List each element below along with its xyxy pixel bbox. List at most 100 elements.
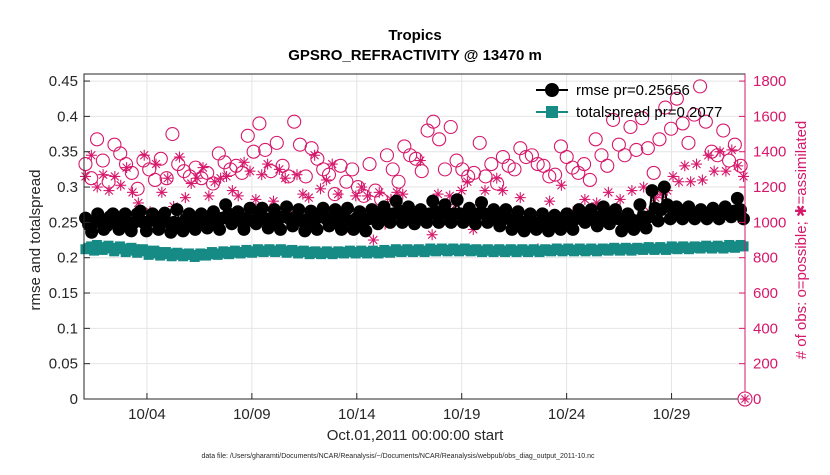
assimilated-obs-point	[238, 156, 250, 168]
y-axis-label-left: rmse and totalspread	[27, 170, 44, 311]
possible-obs-point	[130, 181, 145, 196]
assimilated-obs-point	[309, 149, 321, 161]
possible-obs-point	[553, 139, 568, 154]
possible-obs-point	[588, 132, 603, 147]
rmse-point	[213, 222, 227, 236]
corner-asterisk-marker	[740, 394, 750, 404]
assimilated-obs-point	[297, 188, 309, 200]
y-tick-label-right: 1400	[753, 144, 786, 161]
possible-obs-point	[200, 165, 215, 180]
assimilated-obs-point	[702, 149, 714, 161]
possible-obs-point	[536, 158, 551, 173]
series-totalspread	[80, 239, 749, 262]
possible-obs-point	[698, 114, 713, 129]
possible-obs-point	[287, 114, 302, 129]
y-tick-label-left: 0.15	[49, 285, 78, 302]
rmse-point	[730, 191, 744, 205]
assimilated-obs-point	[126, 186, 138, 198]
possible-obs-point	[669, 91, 684, 106]
possible-obs-point	[333, 158, 348, 173]
y-tick-label-left: 0.05	[49, 356, 78, 373]
possible-obs-point	[652, 132, 667, 147]
possible-obs-point	[646, 165, 661, 180]
assimilated-obs-point	[685, 176, 697, 188]
rmse-point	[334, 222, 348, 236]
y-tick-label-left: 0	[70, 391, 78, 408]
possible-obs-point	[165, 127, 180, 142]
series-rmse	[79, 180, 750, 239]
rmse-point	[267, 203, 281, 217]
y-tick-label-left: 0.4	[57, 108, 78, 125]
possible-obs-point	[437, 162, 452, 177]
y-tick-label-left: 0.45	[49, 73, 78, 90]
assimilated-obs-point	[726, 144, 738, 156]
possible-obs-point	[449, 153, 464, 168]
assimilated-obs-point	[614, 193, 626, 205]
legend-rmse-marker	[545, 83, 559, 97]
assimilated-obs-point	[103, 185, 115, 197]
y-tick-label-left: 0.35	[49, 144, 78, 161]
assimilated-obs-point	[150, 158, 162, 170]
chart-subtitle: GPSRO_REFRACTIVITY @ 13470 m	[288, 47, 542, 64]
series-possible	[78, 79, 748, 207]
possible-obs-point	[727, 137, 742, 152]
possible-obs-point	[95, 153, 110, 168]
y-tick-label-right: 1600	[753, 108, 786, 125]
rmse-point	[639, 221, 653, 235]
possible-obs-point	[675, 116, 690, 131]
possible-obs-point	[432, 132, 447, 147]
y-tick-label-left: 0.3	[57, 179, 78, 196]
assimilated-obs-point	[191, 172, 203, 184]
possible-obs-point	[298, 169, 313, 184]
assimilated-obs-point	[555, 179, 567, 191]
possible-obs-point	[582, 172, 597, 188]
possible-obs-point	[124, 165, 139, 180]
possible-obs-point	[629, 142, 644, 158]
ticks: 0 0.05 0.1 0.15 0.2 0.25 0.3 0.35 0.4 0.45 0 200 400…	[49, 73, 787, 423]
possible-obs-point	[414, 164, 429, 179]
possible-obs-point	[635, 111, 650, 126]
possible-obs-point	[252, 116, 267, 131]
x-tick-label: 10/24	[548, 406, 586, 423]
assimilated-obs-point	[320, 174, 332, 186]
possible-obs-point	[640, 141, 655, 156]
assimilated-obs-point	[461, 176, 473, 188]
rmse-point	[176, 224, 190, 238]
possible-obs-point	[623, 119, 638, 135]
rmse-point	[237, 222, 251, 236]
possible-obs-point	[258, 142, 273, 158]
legend-spread-marker	[546, 106, 558, 118]
possible-obs-point	[420, 123, 435, 138]
rmse-point	[328, 203, 342, 217]
possible-obs-point	[89, 132, 105, 147]
assimilated-obs-point	[426, 229, 438, 241]
assimilated-obs-point	[602, 186, 614, 198]
assimilated-obs-point	[244, 165, 256, 177]
possible-obs-point	[107, 137, 122, 152]
possible-obs-point	[240, 128, 255, 143]
assimilated-obs-point	[173, 151, 185, 163]
x-tick-label: 10/29	[653, 406, 691, 423]
rmse-point	[633, 198, 647, 212]
possible-obs-point	[113, 146, 128, 161]
possible-obs-point	[478, 169, 493, 184]
totalspread-point	[738, 241, 749, 252]
assimilated-obs-point	[326, 158, 338, 170]
assimilated-obs-point	[115, 179, 127, 191]
assimilated-obs-point	[361, 190, 373, 202]
rmse-point	[243, 201, 257, 215]
possible-obs-point	[687, 107, 702, 122]
rmse-point	[273, 222, 287, 236]
y-tick-label-right: 200	[753, 356, 778, 373]
assimilated-obs-point	[579, 193, 591, 205]
possible-obs-point	[507, 162, 522, 177]
assimilated-obs-point	[220, 170, 232, 182]
rmse-point	[182, 207, 196, 221]
y-tick-label-right: 1000	[753, 214, 786, 231]
rmse-point	[164, 225, 178, 239]
assimilated-obs-point	[456, 185, 468, 197]
possible-obs-point	[472, 135, 487, 150]
assimilated-obs-point	[544, 195, 556, 207]
possible-obs-point	[594, 148, 609, 163]
assimilated-obs-point	[373, 186, 385, 198]
